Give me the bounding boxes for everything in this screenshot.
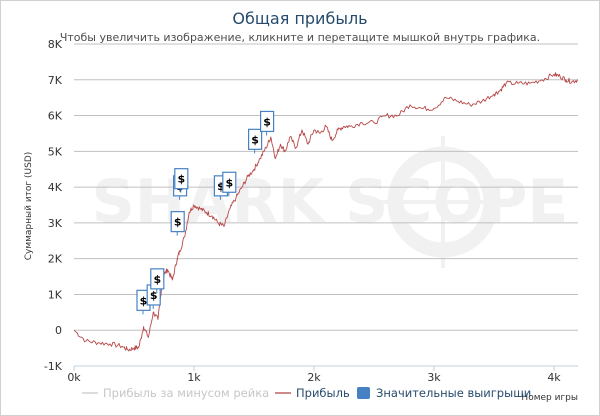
legend-label: Значительные выигрыши bbox=[376, 386, 531, 400]
chart-subtitle: Чтобы увеличить изображение, кликните и … bbox=[60, 31, 540, 44]
y-axis: -1K 0 1K 2K 3K 4K 5K 6K 7K 8K bbox=[44, 38, 63, 373]
y-tick-label: 6K bbox=[48, 110, 63, 123]
flag-label: $ bbox=[140, 294, 148, 307]
x-tick-label: 1k bbox=[187, 371, 201, 384]
legend-swatch bbox=[357, 387, 370, 399]
y-axis-title: Суммарный итог (USD) bbox=[24, 152, 34, 261]
flag-label: $ bbox=[263, 115, 271, 128]
y-tick-label: 3K bbox=[48, 217, 63, 230]
legend-item[interactable]: Прибыль bbox=[275, 386, 350, 400]
watermark-target-icon bbox=[380, 136, 506, 268]
flag-label: $ bbox=[174, 216, 182, 229]
flag-label: $ bbox=[153, 273, 161, 286]
big-win-flag[interactable]: $ bbox=[222, 171, 237, 197]
legend-label: Прибыль за минусом рейка bbox=[103, 386, 269, 400]
big-win-flag[interactable]: $ bbox=[248, 128, 263, 154]
chart-title: Общая прибыль bbox=[232, 9, 367, 28]
legend-item[interactable]: Значительные выигрыши bbox=[357, 386, 531, 400]
y-tick-label: -1K bbox=[44, 360, 63, 373]
flags-layer[interactable]: $$$$$$$$$$ bbox=[136, 110, 275, 315]
big-win-flag[interactable]: $ bbox=[150, 268, 165, 293]
legend-item[interactable]: Прибыль за минусом рейка bbox=[82, 386, 269, 400]
flag-label: $ bbox=[177, 173, 185, 186]
x-tick-label: 4k bbox=[547, 371, 561, 384]
x-tick-label: 3k bbox=[427, 371, 441, 384]
y-tick-label: 4K bbox=[48, 181, 63, 194]
legend-label: Прибыль bbox=[296, 386, 350, 400]
legend: Прибыль за минусом рейка Прибыль Значитель… bbox=[82, 386, 531, 400]
flag-label: $ bbox=[217, 180, 225, 193]
big-win-flag[interactable]: $ bbox=[260, 110, 275, 136]
x-tick-label: 0k bbox=[67, 371, 81, 384]
y-tick-label: 7K bbox=[48, 74, 63, 87]
x-tick-label: 2k bbox=[307, 371, 321, 384]
y-tick-label: 5K bbox=[48, 145, 63, 158]
y-tick-label: 1K bbox=[48, 288, 63, 301]
big-win-flag[interactable]: $ bbox=[174, 168, 189, 193]
y-tick-label: 8K bbox=[48, 38, 63, 51]
x-axis-title: Номер игры bbox=[521, 393, 578, 403]
x-axis: 0k 1k 2k 3k 4k bbox=[67, 365, 578, 384]
flag-label: $ bbox=[225, 176, 233, 189]
y-tick-label: 0 bbox=[55, 324, 62, 337]
flag-label: $ bbox=[150, 289, 158, 302]
y-tick-label: 2K bbox=[48, 253, 63, 266]
flag-label: $ bbox=[251, 133, 259, 146]
big-win-flag[interactable]: $ bbox=[170, 211, 185, 236]
